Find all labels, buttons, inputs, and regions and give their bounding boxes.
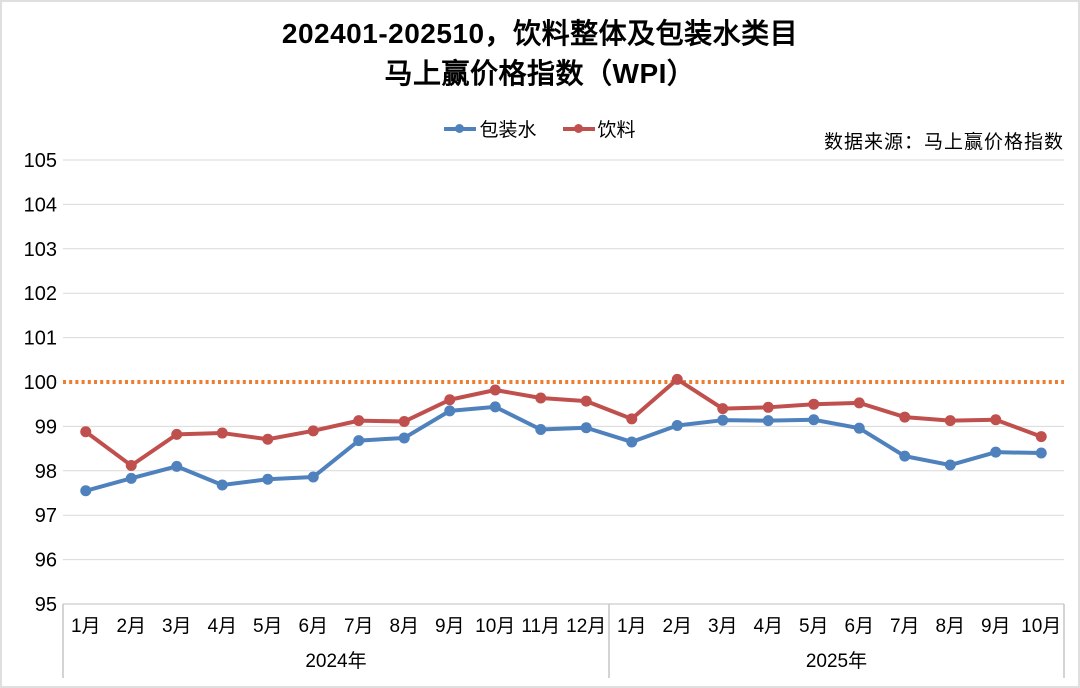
y-axis-label: 101 — [24, 328, 57, 350]
data-point-marker — [489, 384, 501, 396]
chart-title-line1: 202401-202510，饮料整体及包装水类目 — [281, 18, 799, 49]
month-label: 8月 — [935, 616, 965, 637]
data-point-marker — [216, 427, 228, 439]
y-axis-label: 97 — [35, 505, 57, 527]
data-point-marker — [899, 411, 911, 423]
legend-label: 包装水 — [479, 120, 537, 141]
data-point-marker — [626, 413, 638, 425]
data-point-marker — [80, 485, 92, 497]
data-source-note: 数据来源：马上赢价格指数 — [823, 132, 1064, 153]
data-point-marker — [580, 395, 592, 407]
month-label: 5月 — [253, 616, 283, 637]
data-point-marker — [808, 414, 820, 426]
y-axis-label: 102 — [24, 283, 57, 305]
month-label: 2月 — [116, 616, 146, 637]
legend: 包装水 饮料 — [0, 115, 1080, 142]
data-point-marker — [990, 446, 1002, 458]
data-point-marker — [262, 473, 274, 485]
year-label: 2024年 — [305, 650, 366, 672]
y-axis-label: 100 — [24, 372, 57, 394]
y-axis-label: 99 — [35, 416, 57, 438]
data-point-marker — [125, 459, 137, 471]
data-point-marker — [489, 401, 501, 413]
data-point-marker — [125, 472, 137, 484]
data-point-marker — [398, 416, 410, 428]
month-label: 3月 — [708, 616, 738, 637]
data-point-marker — [535, 424, 547, 436]
data-point-marker — [216, 479, 228, 491]
legend-item-beverage: 饮料 — [562, 115, 636, 142]
data-point-marker — [717, 414, 729, 426]
data-point-marker — [80, 426, 92, 438]
y-axis-label: 95 — [35, 594, 57, 616]
month-label: 9月 — [435, 616, 465, 637]
data-point-marker — [171, 428, 183, 440]
chart-title: 202401-202510，饮料整体及包装水类目 马上赢价格指数（WPI） — [0, 14, 1080, 94]
month-label: 9月 — [981, 616, 1011, 637]
y-axis-label: 105 — [24, 150, 57, 172]
month-label: 12月 — [566, 616, 606, 637]
data-point-marker — [262, 433, 274, 445]
data-point-marker — [671, 373, 683, 385]
data-point-marker — [398, 432, 410, 444]
month-label: 7月 — [344, 616, 374, 637]
data-point-marker — [899, 450, 911, 462]
data-point-marker — [853, 397, 865, 409]
data-point-marker — [717, 403, 729, 415]
data-point-marker — [626, 436, 638, 448]
line-marker-icon — [444, 123, 477, 134]
y-axis-label: 98 — [35, 461, 57, 483]
month-label: 1月 — [71, 616, 101, 637]
data-point-marker — [762, 415, 774, 427]
legend-label: 饮料 — [597, 120, 636, 141]
month-label: 2月 — [662, 616, 692, 637]
month-label: 1月 — [617, 616, 647, 637]
month-label: 10月 — [1021, 616, 1061, 637]
data-point-marker — [353, 435, 365, 447]
data-point-marker — [444, 405, 456, 417]
month-label: 11月 — [521, 616, 560, 637]
y-axis-label: 103 — [24, 239, 57, 261]
data-point-marker — [944, 459, 956, 471]
data-point-marker — [671, 420, 683, 432]
data-point-marker — [808, 398, 820, 410]
month-label: 4月 — [207, 616, 237, 637]
y-axis-label: 96 — [35, 550, 57, 572]
month-label: 3月 — [162, 616, 192, 637]
data-point-marker — [1035, 447, 1047, 459]
data-point-marker — [762, 401, 774, 413]
data-point-marker — [307, 425, 319, 437]
data-point-marker — [444, 394, 456, 406]
data-point-marker — [535, 392, 547, 404]
legend-item-packaged-water: 包装水 — [444, 115, 537, 142]
data-point-marker — [171, 460, 183, 472]
line-marker-icon — [562, 123, 595, 134]
data-point-marker — [353, 415, 365, 427]
year-label: 2025年 — [806, 650, 867, 672]
month-label: 6月 — [298, 616, 328, 637]
y-axis-label: 104 — [24, 194, 57, 216]
data-point-marker — [580, 422, 592, 434]
data-point-marker — [990, 414, 1002, 426]
series-line-饮料 — [83, 377, 1044, 468]
chart-title-line2: 马上赢价格指数（WPI） — [384, 58, 696, 89]
month-label: 4月 — [753, 616, 783, 637]
data-point-marker — [853, 422, 865, 434]
month-label: 8月 — [389, 616, 419, 637]
data-point-marker — [307, 471, 319, 483]
month-label: 7月 — [890, 616, 920, 637]
month-label: 5月 — [799, 616, 829, 637]
series-line-包装水 — [83, 404, 1044, 493]
data-point-marker — [944, 415, 956, 427]
data-point-marker — [1035, 431, 1047, 443]
month-label: 10月 — [475, 616, 515, 637]
month-label: 6月 — [844, 616, 874, 637]
